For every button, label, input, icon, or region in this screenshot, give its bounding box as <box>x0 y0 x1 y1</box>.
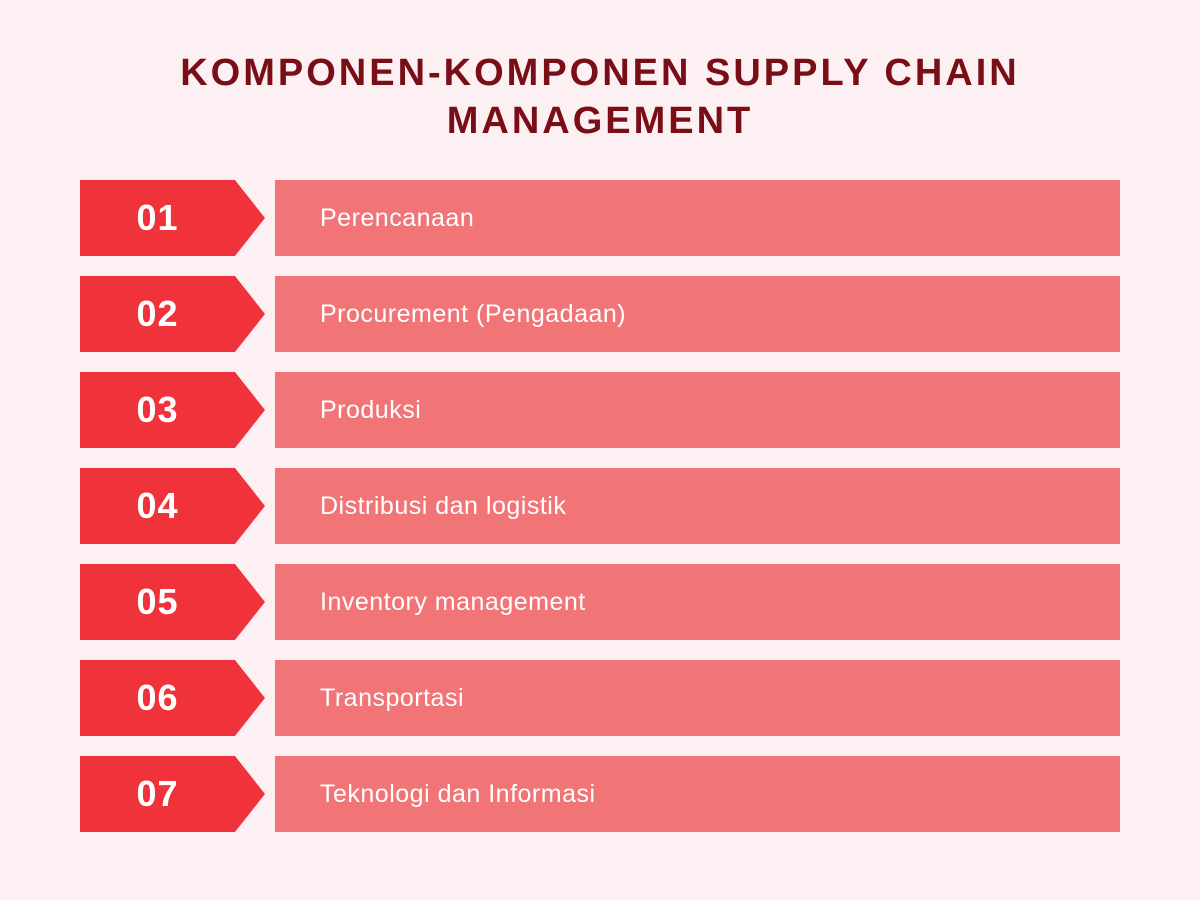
item-bar: Teknologi dan Informasi <box>275 756 1120 832</box>
item-label: Transportasi <box>320 684 464 713</box>
item-label: Inventory management <box>320 588 586 617</box>
item-number: 05 <box>136 581 178 623</box>
item-number: 04 <box>136 485 178 527</box>
item-bar: Transportasi <box>275 660 1120 736</box>
number-tag: 02 <box>80 276 235 352</box>
item-number: 06 <box>136 677 178 719</box>
item-number: 01 <box>136 197 178 239</box>
item-bar: Produksi <box>275 372 1120 448</box>
items-list: 01 Perencanaan 02 Procurement (Pengadaan) 03… <box>80 180 1120 832</box>
item-label: Perencanaan <box>320 204 474 233</box>
list-item: 07 Teknologi dan Informasi <box>80 756 1120 832</box>
number-tag: 06 <box>80 660 235 736</box>
list-item: 05 Inventory management <box>80 564 1120 640</box>
number-tag: 05 <box>80 564 235 640</box>
list-item: 01 Perencanaan <box>80 180 1120 256</box>
list-item: 06 Transportasi <box>80 660 1120 736</box>
item-number: 07 <box>136 773 178 815</box>
item-number: 02 <box>136 293 178 335</box>
list-item: 03 Produksi <box>80 372 1120 448</box>
page-title: KOMPONEN-KOMPONEN SUPPLY CHAIN MANAGEMEN… <box>80 50 1120 145</box>
item-label: Teknologi dan Informasi <box>320 780 596 809</box>
list-item: 04 Distribusi dan logistik <box>80 468 1120 544</box>
number-tag: 03 <box>80 372 235 448</box>
item-bar: Distribusi dan logistik <box>275 468 1120 544</box>
number-tag: 07 <box>80 756 235 832</box>
list-item: 02 Procurement (Pengadaan) <box>80 276 1120 352</box>
number-tag: 04 <box>80 468 235 544</box>
number-tag: 01 <box>80 180 235 256</box>
item-label: Produksi <box>320 396 421 425</box>
infographic-container: KOMPONEN-KOMPONEN SUPPLY CHAIN MANAGEMEN… <box>0 0 1200 900</box>
item-label: Distribusi dan logistik <box>320 492 566 521</box>
item-label: Procurement (Pengadaan) <box>320 300 626 329</box>
item-bar: Procurement (Pengadaan) <box>275 276 1120 352</box>
item-number: 03 <box>136 389 178 431</box>
item-bar: Perencanaan <box>275 180 1120 256</box>
item-bar: Inventory management <box>275 564 1120 640</box>
